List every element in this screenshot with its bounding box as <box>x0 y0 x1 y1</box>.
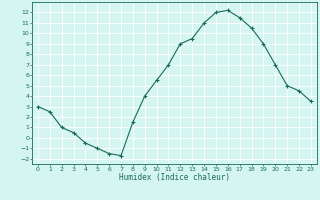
X-axis label: Humidex (Indice chaleur): Humidex (Indice chaleur) <box>119 173 230 182</box>
